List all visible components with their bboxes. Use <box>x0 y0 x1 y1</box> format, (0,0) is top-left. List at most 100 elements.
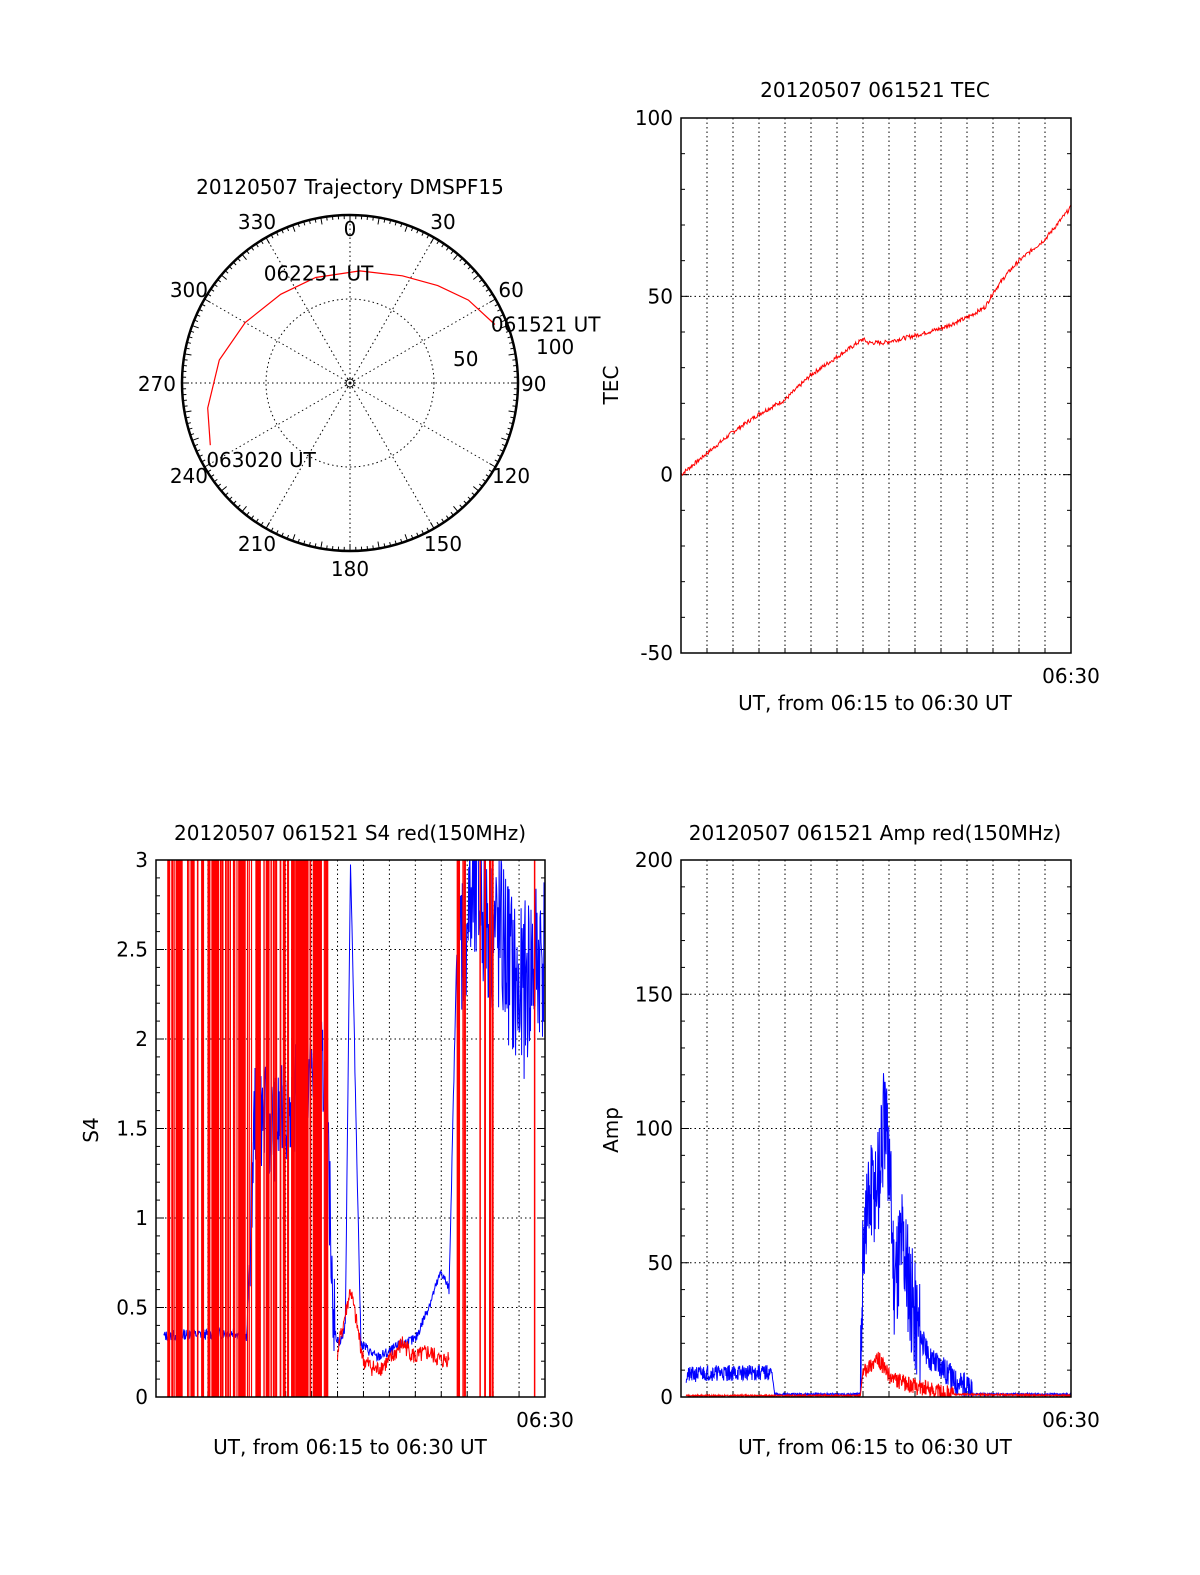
s4-ylabel: S4 <box>79 1117 103 1142</box>
polar-grid <box>180 213 520 553</box>
polar-rim-tick <box>184 410 192 413</box>
polar-rim-tick <box>303 221 306 226</box>
y-tick-label: 0 <box>135 1385 148 1409</box>
polar-rim-tick <box>250 246 255 251</box>
polar-rim-tick <box>314 218 317 223</box>
y-tick-label: 100 <box>635 1117 673 1141</box>
polar-rim-tick <box>246 250 250 255</box>
polar-radial-label: 50 <box>453 347 478 371</box>
polar-rim-tick <box>260 240 264 245</box>
y-tick-label: 0 <box>660 1385 673 1409</box>
polar-rim-tick <box>255 243 259 248</box>
polar-rim-tick <box>494 459 499 463</box>
polar-rim-tick <box>237 504 241 509</box>
polar-rim-tick <box>501 325 509 329</box>
polar-angle-label: 120 <box>492 464 530 488</box>
polar-rim-tick <box>467 265 472 270</box>
polar-rim-tick <box>485 474 490 478</box>
polar-rim-tick <box>190 433 195 436</box>
polar-rim-tick <box>286 227 290 232</box>
amp-panel: 20120507 061521 Amp red(150MHz) 0 50 100 15… <box>599 821 1100 1459</box>
amp-ylabel: Amp <box>599 1107 623 1153</box>
polar-rim-tick <box>184 353 192 356</box>
series-line-red <box>685 1351 1071 1397</box>
polar-spoke-150 <box>349 382 435 529</box>
polar-rim-tick <box>467 496 472 501</box>
polar-rim-tick <box>510 416 515 419</box>
polar-rim-tick <box>394 221 397 226</box>
polar-rim-tick <box>499 449 504 452</box>
polar-rim-tick <box>188 427 193 430</box>
y-tick-label: 150 <box>635 982 673 1006</box>
polar-rim-tick <box>281 532 284 537</box>
y-tick-label: 50 <box>648 1251 673 1275</box>
y-tick-label: 0 <box>660 463 673 487</box>
polar-rim-tick <box>421 530 425 535</box>
polar-spoke-60 <box>349 298 496 384</box>
polar-annotations: 061521 UT 062251 UT 063020 UT <box>206 262 601 473</box>
polar-rim-tick <box>383 543 386 548</box>
amp-plot-area: 0 50 100 150 200 06:30 <box>635 848 1100 1432</box>
polar-rim-tick <box>512 405 517 407</box>
polar-rim-tick <box>204 298 211 303</box>
polar-time-annotation: 062251 UT <box>264 262 374 286</box>
polar-rim-tick <box>485 288 490 292</box>
polar-rim-tick <box>499 314 504 317</box>
polar-rim-tick <box>194 443 199 447</box>
polar-rim-tick <box>377 541 380 549</box>
polar-rim-tick <box>232 500 237 505</box>
polar-panel: 20120507 Trajectory DMSPF15 0 30 60 90 120 15… <box>138 175 601 581</box>
polar-radial-label: 100 <box>536 335 574 359</box>
polar-rim-tick <box>450 511 454 516</box>
polar-rim-tick <box>232 261 237 266</box>
polar-rim-tick <box>204 463 211 468</box>
polar-rim-tick <box>237 257 241 262</box>
polar-rim-tick <box>383 218 386 223</box>
series-group <box>685 1073 1071 1397</box>
polar-rim-tick <box>400 538 403 543</box>
polar-rim-tick <box>377 217 380 225</box>
polar-rim-tick <box>421 231 425 236</box>
y-tick-label: 2.5 <box>116 938 148 962</box>
polar-angle-label: 330 <box>238 210 276 234</box>
polar-spoke-210 <box>265 382 351 529</box>
polar-rim-tick <box>186 422 191 425</box>
series-group <box>163 860 545 1397</box>
polar-rim-tick <box>508 353 516 356</box>
y-tick-label: 1 <box>135 1206 148 1230</box>
polar-rim-tick <box>482 283 487 288</box>
polar-rim-tick <box>436 240 440 245</box>
polar-angle-label: 30 <box>430 210 455 234</box>
tec-xlabel: UT, from 06:15 to 06:30 UT <box>738 691 1013 715</box>
polar-grid-circle <box>265 298 435 468</box>
polar-spoke-300 <box>204 298 351 384</box>
polar-rim-tick <box>246 511 250 516</box>
polar-angle-labels: 0 30 60 90 120 150 180 210 240 270 300 330 50 100 <box>138 210 574 581</box>
polar-rim-tick <box>509 422 514 425</box>
polar-rim-tick <box>389 542 392 547</box>
polar-rim-tick <box>265 237 270 244</box>
polar-rim-tick <box>224 492 229 496</box>
polar-rim-tick <box>183 405 188 407</box>
polar-rim-tick <box>505 330 510 333</box>
polar-rim-tick <box>507 336 512 339</box>
polar-angle-label: 270 <box>138 372 176 396</box>
polar-rim-tick <box>255 518 259 523</box>
polar-rim-tick <box>494 303 499 307</box>
y-tick-label: 2 <box>135 1027 148 1051</box>
polar-time-annotation: 063020 UT <box>206 448 316 472</box>
polar-center-marker <box>345 378 355 388</box>
polar-trajectory <box>207 270 496 446</box>
polar-rim-tick <box>394 540 397 545</box>
polar-rim-tick <box>292 224 296 232</box>
polar-rim-tick <box>228 265 233 270</box>
polar-rim-tick <box>308 542 311 547</box>
polar-rim-tick <box>270 234 274 239</box>
polar-rim-tick <box>191 325 199 329</box>
polar-angle-label: 150 <box>424 532 462 556</box>
polar-rim-tick <box>372 216 374 221</box>
y-tick-label: 200 <box>635 848 673 872</box>
polar-rim-tick <box>241 506 247 513</box>
polar-rim-tick <box>196 449 201 452</box>
polar-rim-tick <box>210 288 215 292</box>
